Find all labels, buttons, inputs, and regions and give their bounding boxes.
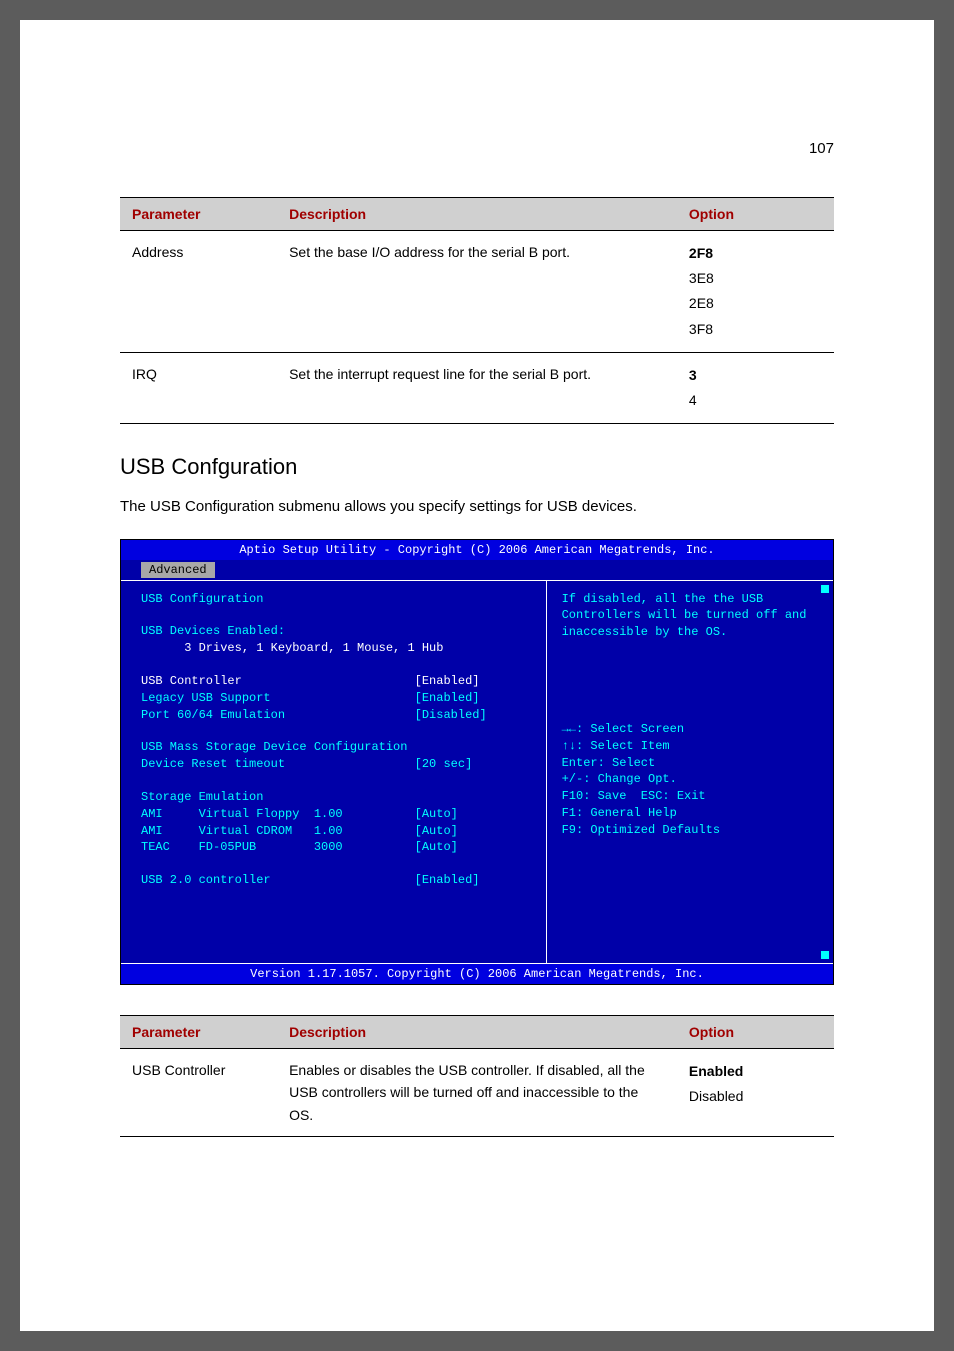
bios-left-panel: USB Configuration USB Devices Enabled: 3 … xyxy=(121,581,547,963)
bios-header: Aptio Setup Utility - Copyright (C) 2006… xyxy=(121,540,833,560)
table2-header-desc: Description xyxy=(277,1015,677,1048)
table1-header-desc: Description xyxy=(277,198,677,231)
bios-nav-help: →←: Select Screen ↑↓: Select Item Enter:… xyxy=(562,721,818,839)
table-row: USB ControllerEnables or disables the US… xyxy=(120,1048,834,1136)
bios-line: Storage Emulation xyxy=(141,789,526,806)
bios-line xyxy=(141,921,526,937)
bios-line: AMI Virtual CDROM 1.00 [Auto] xyxy=(141,823,526,840)
option-cell: 34 xyxy=(677,352,834,423)
desc-cell: Set the base I/O address for the serial … xyxy=(277,231,677,353)
param-cell: Address xyxy=(120,231,277,353)
table1-header-param: Parameter xyxy=(120,198,277,231)
scroll-up-icon xyxy=(821,585,829,593)
bios-line: USB Controller [Enabled] xyxy=(141,673,526,690)
bios-line: USB Configuration xyxy=(141,591,526,608)
option-cell: EnabledDisabled xyxy=(677,1048,834,1136)
bios-line: 3 Drives, 1 Keyboard, 1 Mouse, 1 Hub xyxy=(141,640,526,657)
bios-line: USB Mass Storage Device Configuration xyxy=(141,739,526,756)
option-cell: 2F83E82E83F8 xyxy=(677,231,834,353)
table-row: AddressSet the base I/O address for the … xyxy=(120,231,834,353)
bios-line: USB 2.0 controller [Enabled] xyxy=(141,872,526,889)
section-title: USB Confguration xyxy=(120,454,834,480)
param-cell: USB Controller xyxy=(120,1048,277,1136)
bios-tab-advanced: Advanced xyxy=(141,562,215,578)
bios-line xyxy=(141,905,526,921)
table-row: IRQSet the interrupt request line for th… xyxy=(120,352,834,423)
bios-line: TEAC FD-05PUB 3000 [Auto] xyxy=(141,839,526,856)
bios-line: Port 60/64 Emulation [Disabled] xyxy=(141,707,526,724)
bios-line xyxy=(141,889,526,905)
bios-line xyxy=(141,937,526,953)
usb-controller-table: Parameter Description Option USB Control… xyxy=(120,1015,834,1137)
table2-header-param: Parameter xyxy=(120,1015,277,1048)
bios-help-text: If disabled, all the the USB Controllers… xyxy=(562,591,818,641)
bios-line: Device Reset timeout [20 sec] xyxy=(141,756,526,773)
bios-line: AMI Virtual Floppy 1.00 [Auto] xyxy=(141,806,526,823)
io-address-table: Parameter Description Option AddressSet … xyxy=(120,197,834,424)
bios-screenshot: Aptio Setup Utility - Copyright (C) 2006… xyxy=(120,539,834,985)
bios-line: Legacy USB Support [Enabled] xyxy=(141,690,526,707)
bios-line: USB Devices Enabled: xyxy=(141,623,526,640)
section-desc: The USB Configuration submenu allows you… xyxy=(120,496,834,519)
bios-line xyxy=(141,607,526,623)
bios-line xyxy=(141,773,526,789)
scroll-down-icon xyxy=(821,951,829,959)
bios-line xyxy=(141,657,526,673)
desc-cell: Enables or disables the USB controller. … xyxy=(277,1048,677,1136)
bios-footer: Version 1.17.1057. Copyright (C) 2006 Am… xyxy=(121,963,833,984)
page-number: 107 xyxy=(120,140,834,157)
bios-line xyxy=(141,723,526,739)
desc-cell: Set the interrupt request line for the s… xyxy=(277,352,677,423)
table1-header-option: Option xyxy=(677,198,834,231)
param-cell: IRQ xyxy=(120,352,277,423)
bios-tabs: Advanced xyxy=(121,560,833,580)
bios-line xyxy=(141,856,526,872)
bios-right-panel: If disabled, all the the USB Controllers… xyxy=(547,581,833,963)
table2-header-option: Option xyxy=(677,1015,834,1048)
